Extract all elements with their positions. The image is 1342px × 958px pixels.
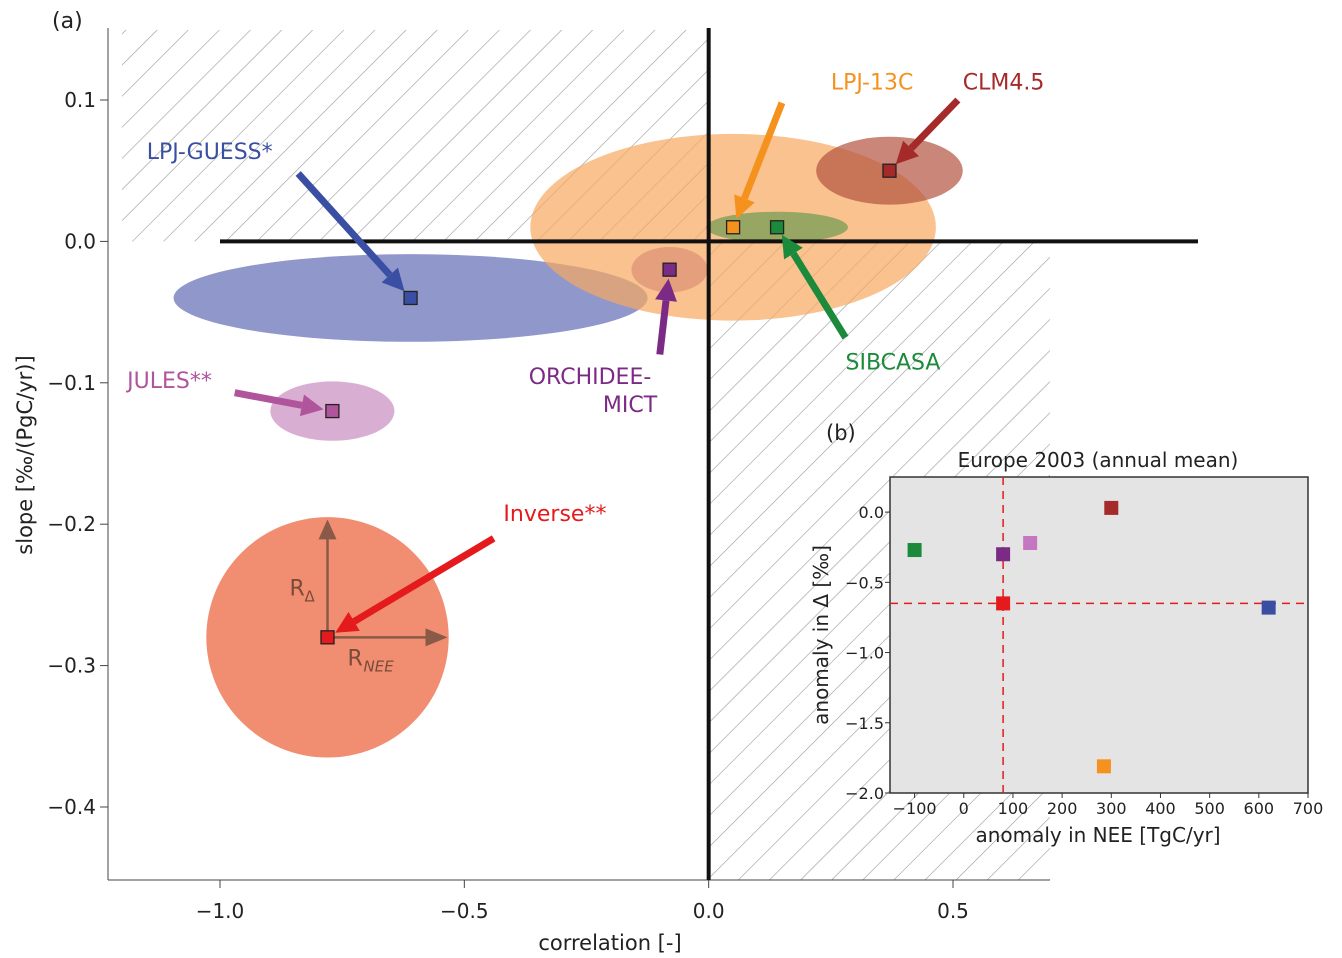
inset-y-tick-label: −0.5 bbox=[845, 573, 884, 592]
model-markers bbox=[320, 163, 897, 645]
inset-point bbox=[996, 596, 1011, 611]
y-tick-label: −0.1 bbox=[47, 371, 96, 395]
r-nee-label: R bbox=[348, 646, 363, 671]
inset-x-tick-label: 400 bbox=[1145, 799, 1176, 818]
arrow-inverse- bbox=[352, 535, 496, 625]
inset-x-tick-label: 500 bbox=[1194, 799, 1225, 818]
series-label-lpj-13c: LPJ-13C bbox=[831, 71, 914, 96]
arrow-orchidee-mict bbox=[656, 300, 670, 355]
model-arrows bbox=[234, 97, 961, 633]
series-label-sibcasa: SIBCASA bbox=[845, 351, 940, 376]
inset-point bbox=[996, 547, 1011, 562]
arrow-inverse--head bbox=[335, 612, 360, 633]
r-delta-label: R bbox=[290, 576, 305, 601]
inset-plot: 0.0 −0.5 −1.0 −1.5 −2.0 −100 0 100 200 300 400 500 6… bbox=[845, 476, 1324, 818]
marker-clm4-5 bbox=[882, 163, 897, 178]
model-labels: LPJ-GUESS* JULES** Inverse** ORCHIDEE- MICT L… bbox=[125, 71, 1044, 527]
arrow-lpj-13c-head bbox=[734, 194, 755, 219]
r-delta-subscript: Δ bbox=[305, 587, 316, 605]
inset-y-axis-label: anomaly in Δ [‰] bbox=[809, 545, 833, 725]
inset-point bbox=[907, 543, 922, 558]
arrow-lpj-13c bbox=[741, 101, 786, 200]
panel-a-label: (a) bbox=[52, 9, 83, 34]
series-label-orchidee-mict: MICT bbox=[603, 393, 658, 418]
r-delta-arrowhead bbox=[318, 519, 337, 540]
x-tick-label: −0.5 bbox=[440, 899, 489, 923]
arrow-clm4-5-head bbox=[895, 140, 919, 165]
inset-y-tick-label: −1.5 bbox=[845, 714, 884, 733]
x-axis-label: correlation [-] bbox=[538, 931, 681, 955]
marker-jules- bbox=[325, 403, 340, 419]
series-label-orchidee-mict: ORCHIDEE- bbox=[529, 365, 652, 390]
x-tick-label: 0.0 bbox=[693, 899, 725, 923]
panel-b-label: (b) bbox=[826, 421, 856, 445]
y-tick-label: −0.2 bbox=[47, 512, 96, 536]
y-tick-label: −0.3 bbox=[47, 654, 96, 678]
inset-y-tick-label: −1.0 bbox=[845, 644, 884, 663]
marker-orchidee-mict bbox=[662, 262, 677, 277]
panel-a-axes: 0.1 0.0 −0.1 −0.2 −0.3 −0.4 −1.0 −0.5 0.0 0.5 bbox=[47, 28, 1198, 923]
series-label-lpj-guess-: LPJ-GUESS* bbox=[147, 140, 273, 165]
inset-x-tick-label: 0 bbox=[959, 799, 969, 818]
inset-x-tick-label: 200 bbox=[1047, 799, 1078, 818]
marker-inverse- bbox=[320, 630, 335, 645]
inset-x-tick-label: −100 bbox=[893, 799, 937, 818]
x-tick-label: −1.0 bbox=[196, 899, 245, 923]
inset-x-tick-label: 300 bbox=[1096, 799, 1127, 818]
y-tick-label: −0.4 bbox=[47, 795, 96, 819]
arrow-sibcasa bbox=[790, 251, 849, 340]
y-axis-label: slope [‰/(PgC/yr)] bbox=[13, 355, 37, 554]
r-nee-subscript: NEE bbox=[364, 657, 395, 675]
series-label-jules-: JULES** bbox=[125, 369, 212, 394]
inset-point bbox=[1096, 759, 1111, 774]
r-nee-arrowhead bbox=[425, 628, 448, 647]
inset-x-tick-label: 100 bbox=[998, 799, 1029, 818]
y-tick-label: 0.1 bbox=[64, 88, 96, 112]
arrow-jules--head bbox=[299, 394, 324, 417]
arrow-orchidee-mict-head bbox=[655, 278, 677, 302]
marker-lpj-13c bbox=[725, 220, 741, 235]
series-label-inverse-: Inverse** bbox=[503, 502, 606, 527]
arrow-lpj-guess- bbox=[295, 171, 393, 278]
y-tick-label: 0.0 bbox=[64, 229, 96, 253]
inset-point bbox=[1023, 536, 1038, 551]
inset-x-tick-label: 600 bbox=[1244, 799, 1275, 818]
inset-y-tick-label: 0.0 bbox=[859, 503, 884, 522]
inset-y-tick-label: −2.0 bbox=[845, 784, 884, 803]
arrow-jules- bbox=[234, 389, 303, 409]
inset-background bbox=[889, 476, 1309, 794]
r-annotations: R ΔR NEE bbox=[290, 519, 448, 675]
inset-x-tick-label: 700 bbox=[1293, 799, 1324, 818]
marker-sibcasa bbox=[769, 220, 785, 235]
inset-title: Europe 2003 (annual mean) bbox=[958, 448, 1239, 472]
series-label-clm4-5: CLM4.5 bbox=[963, 71, 1045, 96]
inset-x-axis-label: anomaly in NEE [TgC/yr] bbox=[975, 823, 1220, 847]
x-tick-label: 0.5 bbox=[937, 899, 969, 923]
arrow-sibcasa-head bbox=[781, 234, 803, 260]
arrow-lpj-guess--head bbox=[381, 267, 405, 292]
arrow-clm4-5 bbox=[908, 97, 961, 151]
inset-point bbox=[1104, 500, 1119, 515]
marker-lpj-guess- bbox=[403, 290, 418, 306]
inset-point bbox=[1261, 600, 1276, 615]
